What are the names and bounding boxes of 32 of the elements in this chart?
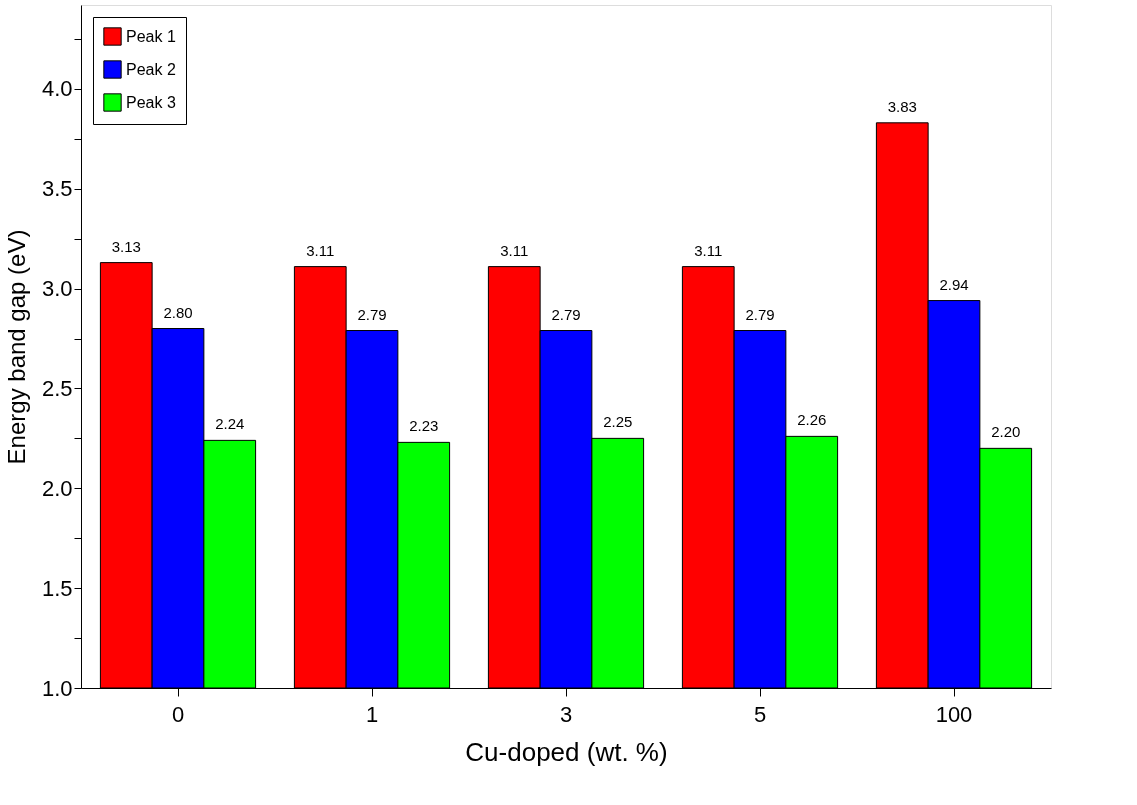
x-tick-label: 3 <box>559 701 573 727</box>
y-tick-label: 2.5 <box>41 375 73 401</box>
x-tick-label: 5 <box>753 701 767 727</box>
y-tick-label: 1.5 <box>41 575 73 601</box>
data-label: 2.80 <box>163 303 193 321</box>
x-tick-label: 100 <box>935 701 973 727</box>
data-label: 2.26 <box>797 411 827 429</box>
data-label: 2.79 <box>551 305 581 323</box>
x-tick-label: 1 <box>365 701 379 727</box>
data-label: 2.79 <box>745 305 775 323</box>
legend-label: Peak 1 <box>126 27 176 45</box>
data-label: 2.79 <box>357 305 387 323</box>
data-label: 3.13 <box>111 237 141 255</box>
y-tick-label: 3.0 <box>41 276 73 302</box>
y-tick-label: 3.5 <box>41 176 73 202</box>
data-label: 3.11 <box>306 241 335 259</box>
y-tick-label: 4.0 <box>41 76 73 102</box>
y-axis-title: Energy band gap (eV) <box>2 229 30 465</box>
data-label: 2.20 <box>991 423 1021 441</box>
y-tick-label: 2.0 <box>41 475 73 501</box>
data-label: 2.23 <box>409 417 439 435</box>
data-label: 3.11 <box>500 241 529 259</box>
legend-label: Peak 3 <box>126 93 176 111</box>
data-label: 3.83 <box>887 97 917 115</box>
legend-label: Peak 2 <box>126 60 176 78</box>
data-label: 2.94 <box>939 275 969 293</box>
data-label: 2.24 <box>215 415 245 433</box>
y-tick-label: 1.0 <box>41 675 73 701</box>
data-label: 3.11 <box>694 241 723 259</box>
x-tick-label: 0 <box>171 701 185 727</box>
x-axis-title: Cu-doped (wt. %) <box>465 736 668 767</box>
data-label: 2.25 <box>603 413 633 431</box>
